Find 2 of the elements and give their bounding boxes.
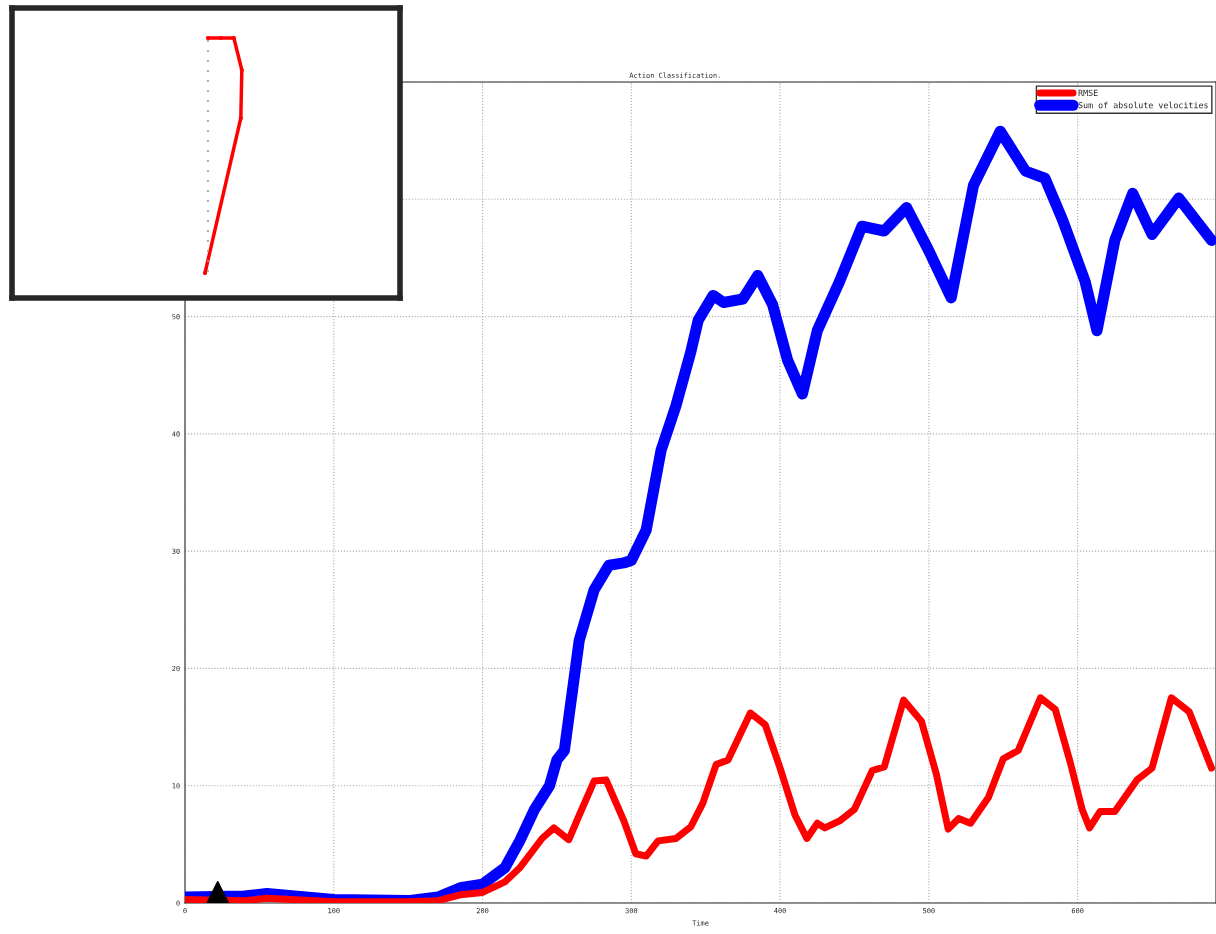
legend-label: RMSE [1078, 89, 1098, 96]
legend-label: Sum of absolute velocities [1078, 101, 1208, 109]
